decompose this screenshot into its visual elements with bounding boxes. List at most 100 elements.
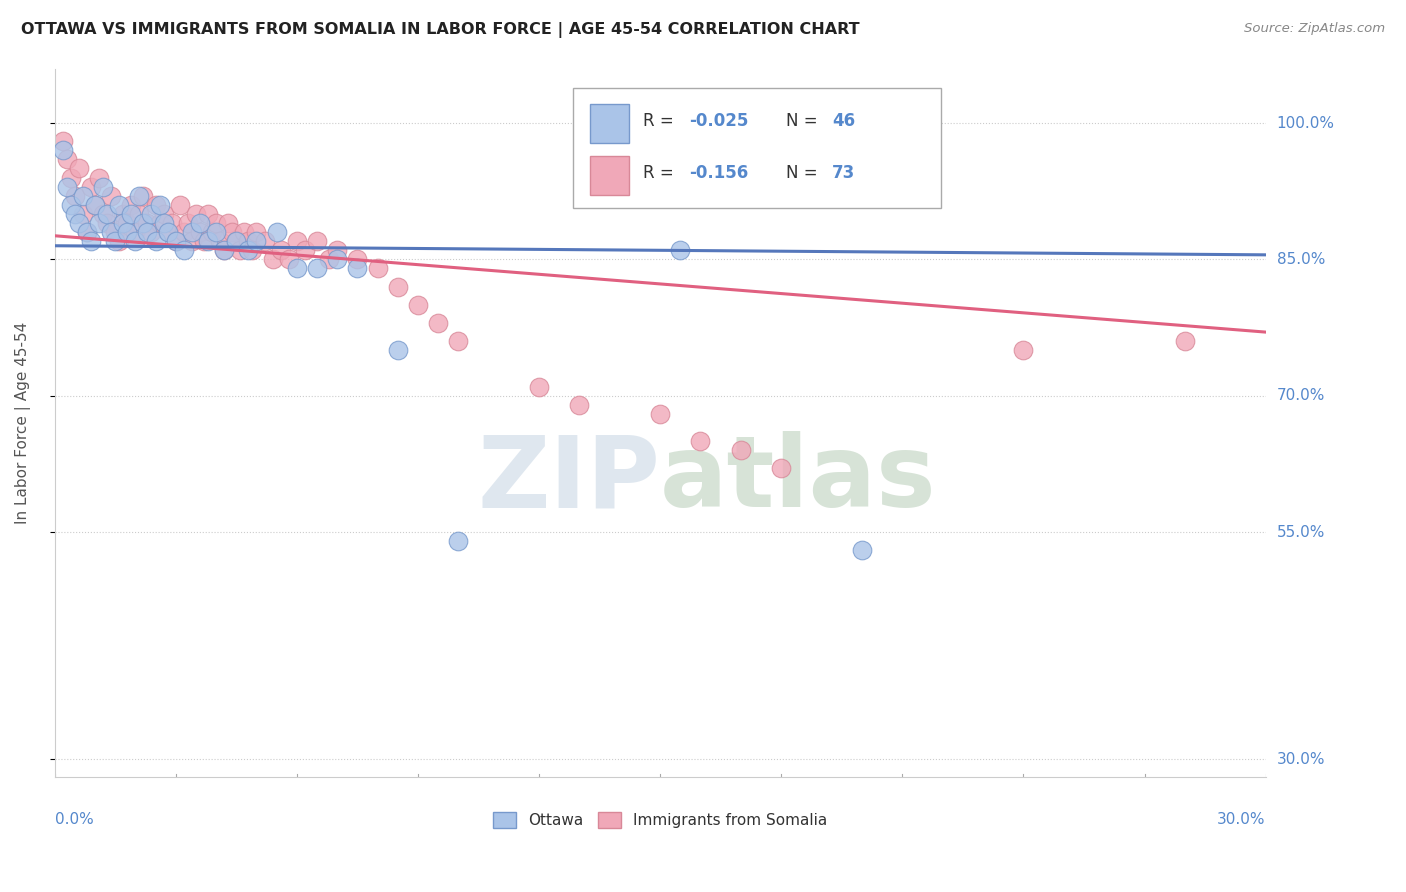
Point: [112, 216, 135, 230]
Point: [326, 244, 349, 258]
Point: [145, 198, 167, 212]
Point: [221, 225, 243, 239]
Point: [120, 198, 142, 212]
FancyBboxPatch shape: [591, 104, 628, 143]
Point: [84, 198, 107, 212]
Point: [104, 234, 127, 248]
Point: [67, 216, 90, 230]
Text: R =: R =: [643, 164, 679, 182]
Point: [76, 225, 98, 239]
Point: [212, 244, 235, 258]
Point: [148, 216, 170, 230]
Point: [180, 225, 202, 239]
Point: [80, 234, 103, 248]
Point: [285, 261, 308, 276]
Text: 30.0%: 30.0%: [1218, 813, 1265, 827]
Point: [177, 216, 200, 230]
Point: [689, 434, 711, 449]
Point: [173, 225, 195, 239]
Point: [262, 252, 284, 267]
Text: 73: 73: [832, 164, 855, 182]
Point: [650, 407, 672, 421]
Point: [730, 443, 752, 458]
Point: [141, 225, 163, 239]
Text: Source: ZipAtlas.com: Source: ZipAtlas.com: [1244, 22, 1385, 36]
Point: [209, 234, 232, 248]
Point: [270, 244, 292, 258]
Point: [669, 244, 692, 258]
Point: [527, 379, 550, 393]
Text: 46: 46: [832, 112, 855, 130]
Text: R =: R =: [643, 112, 679, 130]
Point: [128, 188, 150, 202]
Point: [117, 225, 139, 239]
Point: [1174, 334, 1197, 348]
Point: [285, 234, 308, 248]
Point: [132, 216, 155, 230]
Point: [132, 188, 155, 202]
Point: [136, 216, 159, 230]
Point: [156, 225, 179, 239]
Point: [173, 244, 195, 258]
Point: [367, 261, 389, 276]
Text: -0.156: -0.156: [689, 164, 748, 182]
Point: [201, 225, 224, 239]
Point: [67, 161, 90, 176]
Point: [91, 179, 114, 194]
Point: [148, 198, 170, 212]
Point: [225, 234, 247, 248]
Point: [169, 198, 191, 212]
Point: [188, 216, 211, 230]
Point: [87, 170, 110, 185]
Point: [205, 225, 228, 239]
Point: [245, 234, 267, 248]
Point: [152, 216, 174, 230]
Point: [1012, 343, 1035, 358]
Point: [180, 234, 202, 248]
Text: 55.0%: 55.0%: [1277, 524, 1324, 540]
Point: [197, 234, 219, 248]
Point: [63, 207, 86, 221]
Text: 0.0%: 0.0%: [55, 813, 93, 827]
Point: [80, 179, 103, 194]
Point: [72, 188, 94, 202]
Y-axis label: In Labor Force | Age 45-54: In Labor Force | Age 45-54: [15, 322, 31, 524]
Point: [145, 234, 167, 248]
Text: atlas: atlas: [661, 431, 936, 528]
Point: [120, 207, 142, 221]
Point: [238, 234, 260, 248]
Point: [326, 252, 349, 267]
Point: [108, 234, 131, 248]
Point: [305, 261, 328, 276]
Point: [136, 225, 159, 239]
Point: [63, 188, 86, 202]
Point: [96, 216, 118, 230]
Point: [117, 216, 139, 230]
Point: [387, 343, 409, 358]
Text: 30.0%: 30.0%: [1277, 752, 1326, 767]
Point: [59, 170, 82, 185]
Point: [55, 153, 77, 167]
Text: 85.0%: 85.0%: [1277, 252, 1324, 267]
Text: 70.0%: 70.0%: [1277, 388, 1324, 403]
Point: [212, 244, 235, 258]
Point: [55, 179, 77, 194]
Text: N =: N =: [786, 164, 823, 182]
Point: [242, 244, 264, 258]
Text: 100.0%: 100.0%: [1277, 116, 1334, 130]
FancyBboxPatch shape: [591, 156, 628, 194]
Point: [266, 225, 288, 239]
Point: [427, 316, 450, 330]
Point: [124, 234, 146, 248]
Point: [197, 207, 219, 221]
Point: [160, 216, 183, 230]
Point: [52, 144, 75, 158]
Point: [305, 234, 328, 248]
Point: [217, 216, 239, 230]
Point: [52, 134, 75, 148]
Point: [165, 234, 187, 248]
Point: [346, 252, 368, 267]
Point: [112, 207, 135, 221]
Text: ZIP: ZIP: [477, 431, 661, 528]
Point: [253, 234, 276, 248]
